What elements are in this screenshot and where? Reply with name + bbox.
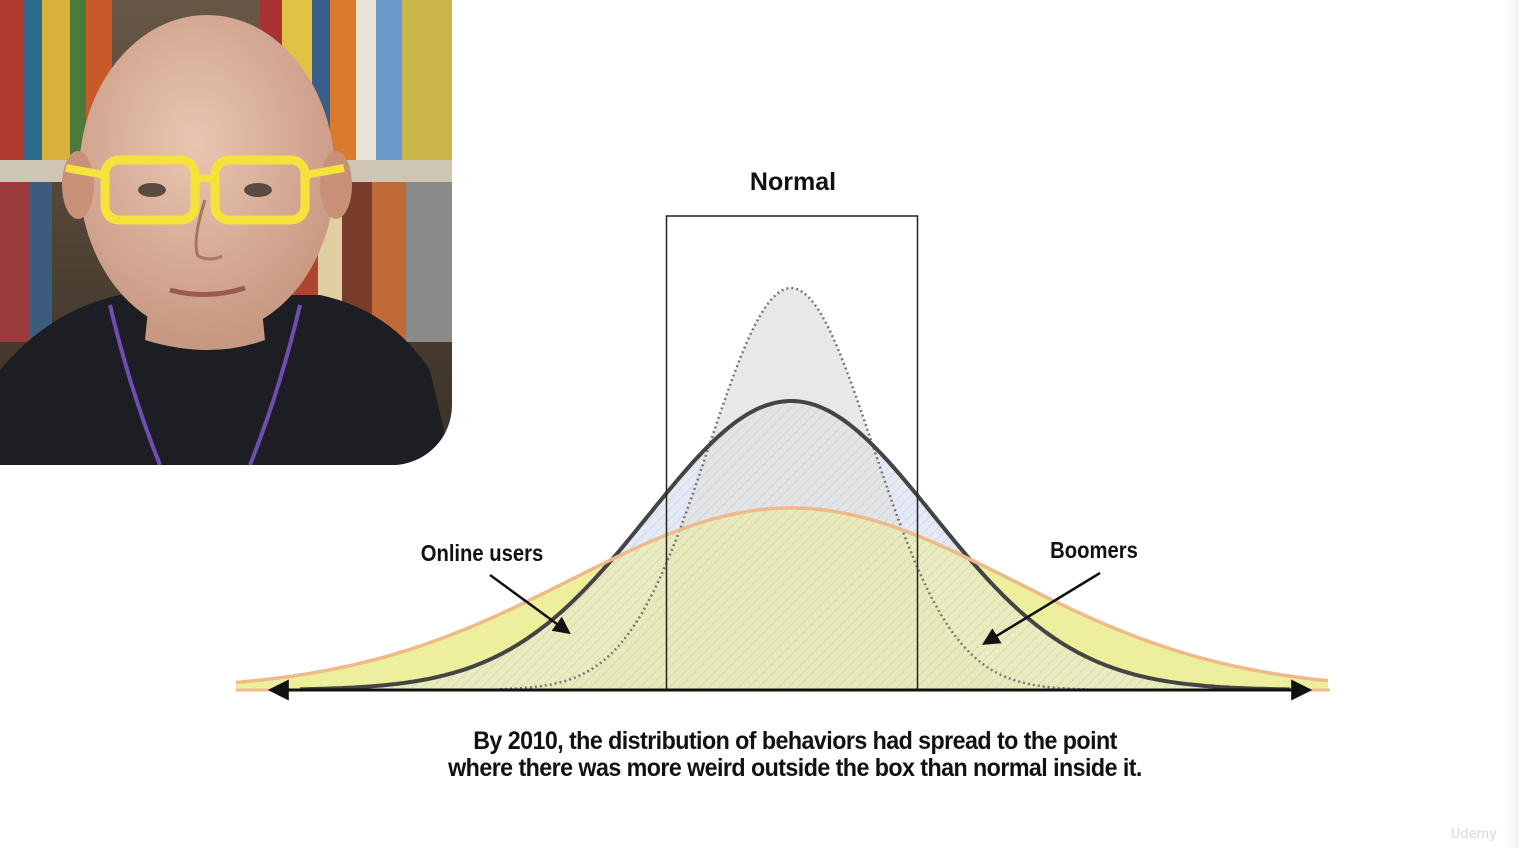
caption-line-2: where there was more weird outside the b… <box>448 754 1142 782</box>
shirt <box>0 295 452 465</box>
udemy-watermark: Udemy <box>1450 827 1497 842</box>
hatch-overlay <box>300 401 1290 690</box>
presenter-image <box>0 0 452 465</box>
middle-curve-line <box>299 399 1290 692</box>
arrow-boomers <box>982 571 1101 645</box>
label-online-users: Online users <box>421 540 544 567</box>
label-boomers: Boomers <box>1050 537 1138 564</box>
slide-edge <box>1505 0 1519 848</box>
presenter-video <box>0 0 452 465</box>
arrow-online-users <box>489 573 571 635</box>
box-title: Normal <box>750 168 836 196</box>
caption: By 2010, the distribution of behaviors h… <box>335 728 1256 782</box>
caption-line-1: By 2010, the distribution of behaviors h… <box>473 727 1117 755</box>
glasses <box>65 155 345 225</box>
wide-curve-line <box>235 506 1329 685</box>
